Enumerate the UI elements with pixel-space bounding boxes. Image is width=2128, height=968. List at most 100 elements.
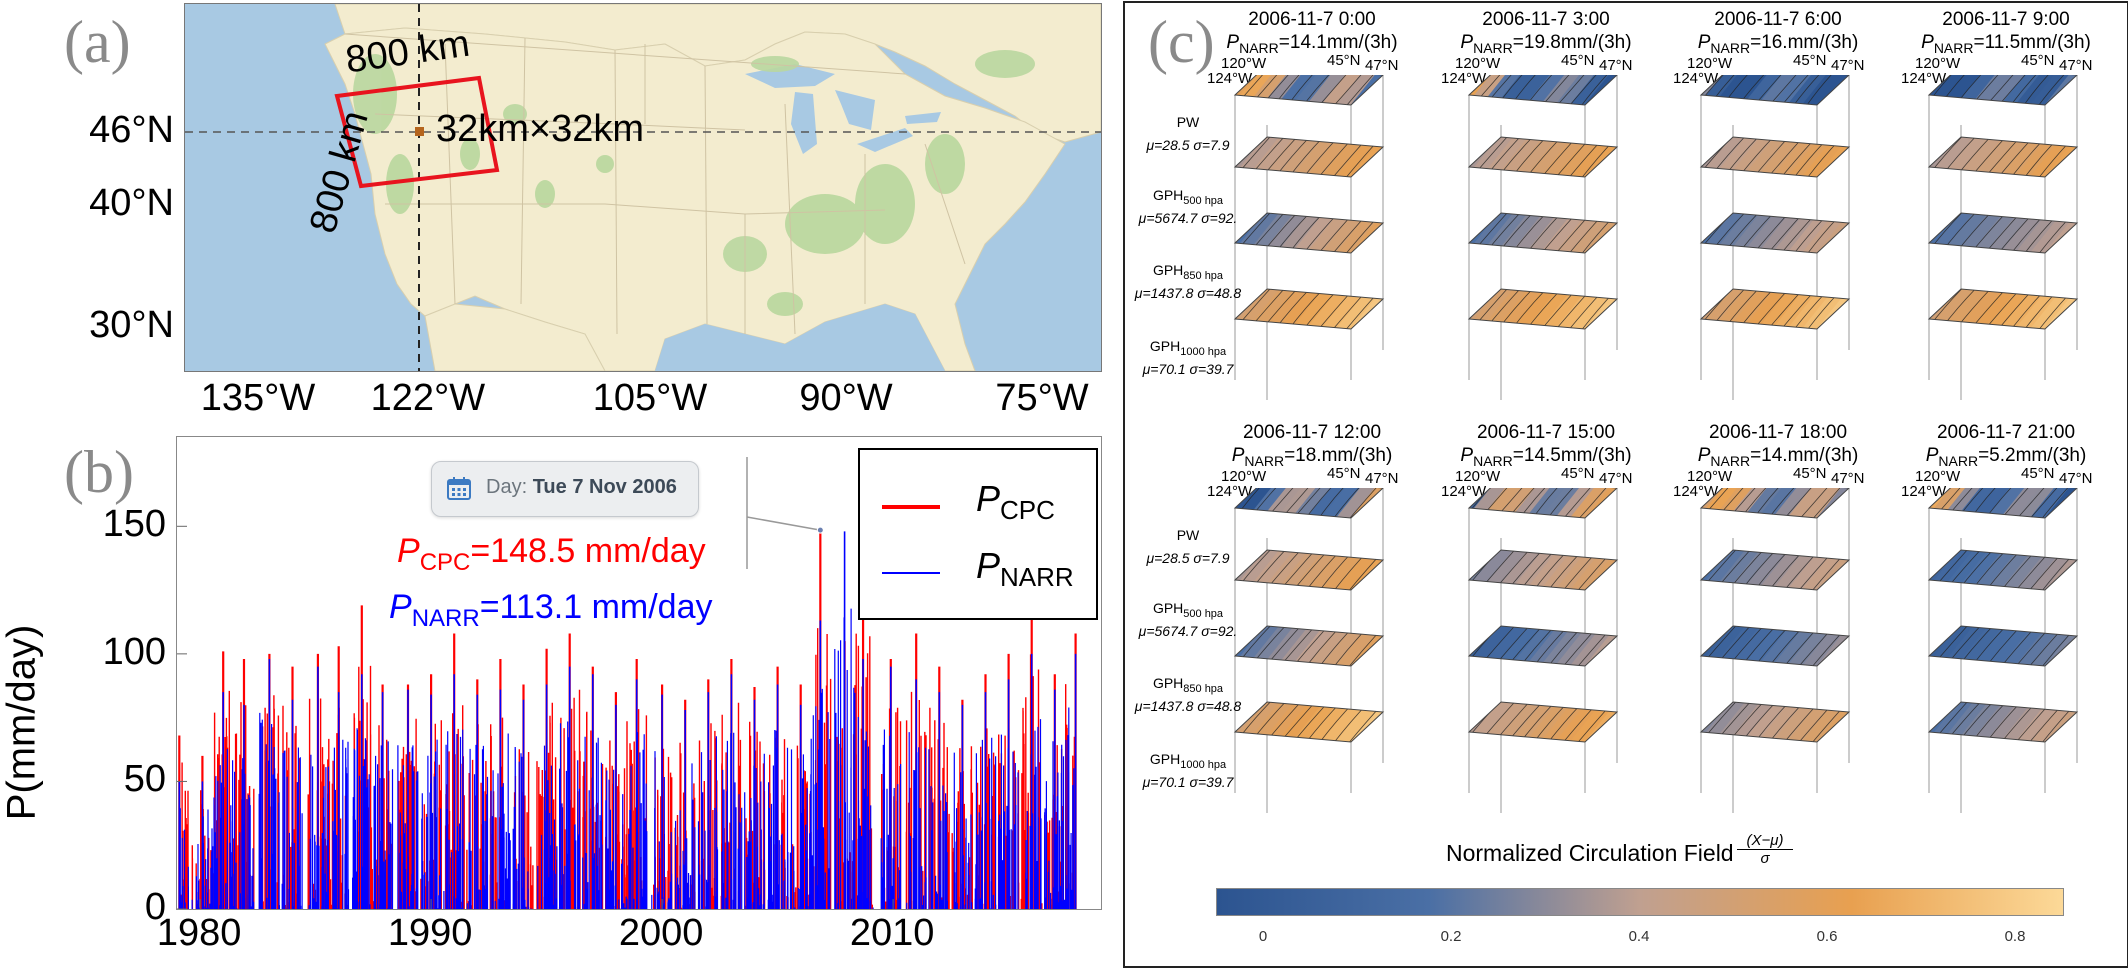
axis-label-lon1: 120°W: [1915, 468, 1961, 485]
level-label: GPH1000 hpa μ=70.1 σ=39.7: [1142, 751, 1234, 790]
level-surface: [1467, 212, 1619, 254]
lake-ontario: [905, 112, 941, 124]
y-axis-label: P(mm/day): [0, 624, 44, 821]
colorbar-tick: 0: [1258, 928, 1268, 945]
snapshot-precip: PNARR=14.mm/(3h): [1697, 445, 1859, 469]
lon-label: 105°W: [592, 377, 708, 419]
stack-plot: [1467, 75, 1619, 400]
snapshot-2: 2006-11-7 6:00 PNARR=16.mm/(3h) 120°W 124°W…: [1663, 0, 1893, 410]
stack-plot: [1467, 488, 1619, 813]
axis-label-lat1: 45°N: [1327, 52, 1361, 69]
level-surface: [1467, 625, 1619, 667]
lat-label: 30°N: [89, 304, 174, 346]
annotation-narr: PNARR=113.1 mm/day: [389, 588, 713, 632]
date-tooltip: Day: Tue 7 Nov 2006: [431, 461, 699, 517]
lake-huron: [835, 90, 875, 130]
us-map-svg: [185, 4, 1101, 371]
axis-label-lat1: 45°N: [1793, 465, 1827, 482]
x-tick-label: 2000: [618, 912, 704, 954]
snapshot-time: 2006-11-7 3:00: [1482, 9, 1610, 30]
level-surface: [1699, 625, 1851, 667]
timeseries-plot: [177, 457, 1077, 910]
snapshot-1: 2006-11-7 3:00 PNARR=19.8mm/(3h) 120°W 124°…: [1431, 0, 1661, 410]
stack-plot: [1927, 75, 2079, 400]
colorbar-tick: 0.2: [1440, 928, 1462, 945]
axis-label-lat1: 45°N: [2021, 52, 2055, 69]
axis-label-lat2: 47°N: [1599, 470, 1633, 487]
snapshot-time: 2006-11-7 6:00: [1714, 9, 1842, 30]
level-surface: [1927, 136, 2079, 178]
axis-label-lon1: 120°W: [1455, 55, 1501, 72]
lon-label: 135°W: [200, 377, 316, 419]
tooltip-connector: [746, 457, 821, 569]
legend-label-narr: PNARR: [976, 545, 1074, 593]
level-surface: [1927, 625, 2079, 667]
colorbar-title: Normalized Circulation Field: [1446, 840, 1734, 866]
axis-label-lat2: 47°N: [1365, 470, 1399, 487]
lat-label: 40°N: [89, 182, 174, 225]
timeseries-frame: [176, 436, 1102, 910]
axis-label-lon1: 120°W: [1915, 55, 1961, 72]
axis-label-lat2: 47°N: [1599, 57, 1633, 74]
panel-a-label: (a): [64, 9, 131, 75]
snapshot-4: 2006-11-7 12:00 PNARR=18.mm/(3h) 120°W 124°…: [1197, 413, 1427, 823]
colorbar-tick: 0.8: [2004, 928, 2026, 945]
gulf-of-mexico: [655, 304, 945, 371]
lake-erie: [857, 128, 913, 152]
lon-label: 122°W: [370, 377, 486, 419]
legend-swatch-narr: [882, 572, 940, 574]
x-tick-label: 1980: [156, 912, 242, 954]
colorbar-formula: (X−μ) σ: [1737, 832, 1793, 867]
axis-label-lat1: 45°N: [1793, 52, 1827, 69]
level-surface: [1927, 701, 2079, 743]
axis-label-lon1: 120°W: [1221, 468, 1267, 485]
axis-label-lat2: 47°N: [1831, 470, 1865, 487]
tooltip-date: Tue 7 Nov 2006: [532, 476, 677, 498]
axis-label-lon2: 124°W: [1441, 70, 1487, 87]
series-texture: [178, 608, 1077, 909]
axis-label-lon2: 124°W: [1207, 483, 1253, 500]
colorbar-tick: 0.6: [1816, 928, 1838, 945]
axis-label-lon1: 120°W: [1687, 55, 1733, 72]
y-tick-label: 150: [102, 503, 166, 546]
level-surface: [1699, 136, 1851, 178]
snapshot-precip: PNARR=18.mm/(3h): [1231, 445, 1393, 469]
legend: PCPC PNARR: [858, 448, 1098, 620]
level-surface: [1699, 212, 1851, 254]
axis-label-lat1: 45°N: [1561, 465, 1595, 482]
snapshot-5: 2006-11-7 15:00 PNARR=14.5mm/(3h) 120°W 124…: [1431, 413, 1661, 823]
us-map: [184, 3, 1102, 372]
level-surface: [1467, 549, 1619, 591]
snapshot-precip: PNARR=19.8mm/(3h): [1460, 32, 1632, 56]
axis-label-lon1: 120°W: [1455, 468, 1501, 485]
lon-label: 90°W: [799, 377, 893, 419]
snapshot-precip: PNARR=14.5mm/(3h): [1460, 445, 1632, 469]
level-surface: [1927, 488, 2078, 519]
land-south: [424, 303, 606, 371]
axis-label-lon2: 124°W: [1441, 483, 1487, 500]
axis-label-lon2: 124°W: [1901, 483, 1947, 500]
axis-label-lat2: 47°N: [2059, 57, 2093, 74]
highlight-point: [816, 526, 824, 534]
axis-label-lat2: 47°N: [1831, 57, 1865, 74]
snapshot-time: 2006-11-7 21:00: [1936, 422, 2076, 443]
panel-c-label: (c): [1148, 9, 1215, 75]
y-tick-label: 100: [102, 630, 166, 673]
study-area-box: [334, 75, 500, 189]
axis-label-lon2: 124°W: [1673, 483, 1719, 500]
axis-label-lon2: 124°W: [1673, 70, 1719, 87]
axis-label-lat1: 45°N: [1327, 465, 1361, 482]
level-surface: [1699, 549, 1851, 591]
level-surface: [1927, 75, 2078, 106]
level-label: PW μ=28.5 σ=7.9: [1146, 114, 1230, 153]
y-tick-label: 50: [123, 758, 166, 801]
lake-michigan: [791, 92, 817, 154]
axis-label-lon1: 120°W: [1221, 55, 1267, 72]
snapshot-time: 2006-11-7 9:00: [1942, 9, 2070, 30]
grid-cell-marker: [415, 127, 424, 136]
level-surface: [1699, 75, 1850, 106]
stack-plot: [1699, 488, 1851, 813]
level-surface: [1467, 136, 1619, 178]
grid-cell-label: 32km×32km: [436, 108, 645, 150]
axis-label-lon2: 124°W: [1901, 70, 1947, 87]
